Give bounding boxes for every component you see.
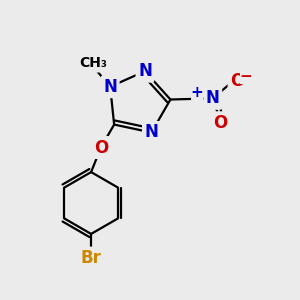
Text: N: N (138, 62, 152, 80)
Text: O: O (94, 139, 108, 157)
Text: Br: Br (81, 249, 101, 267)
Text: N: N (206, 89, 220, 107)
Text: N: N (103, 78, 117, 96)
Text: CH₃: CH₃ (79, 56, 107, 70)
Text: N: N (145, 124, 158, 142)
Text: −: − (240, 69, 252, 84)
Text: O: O (213, 114, 227, 132)
Text: O: O (230, 72, 244, 90)
Text: +: + (190, 85, 203, 100)
